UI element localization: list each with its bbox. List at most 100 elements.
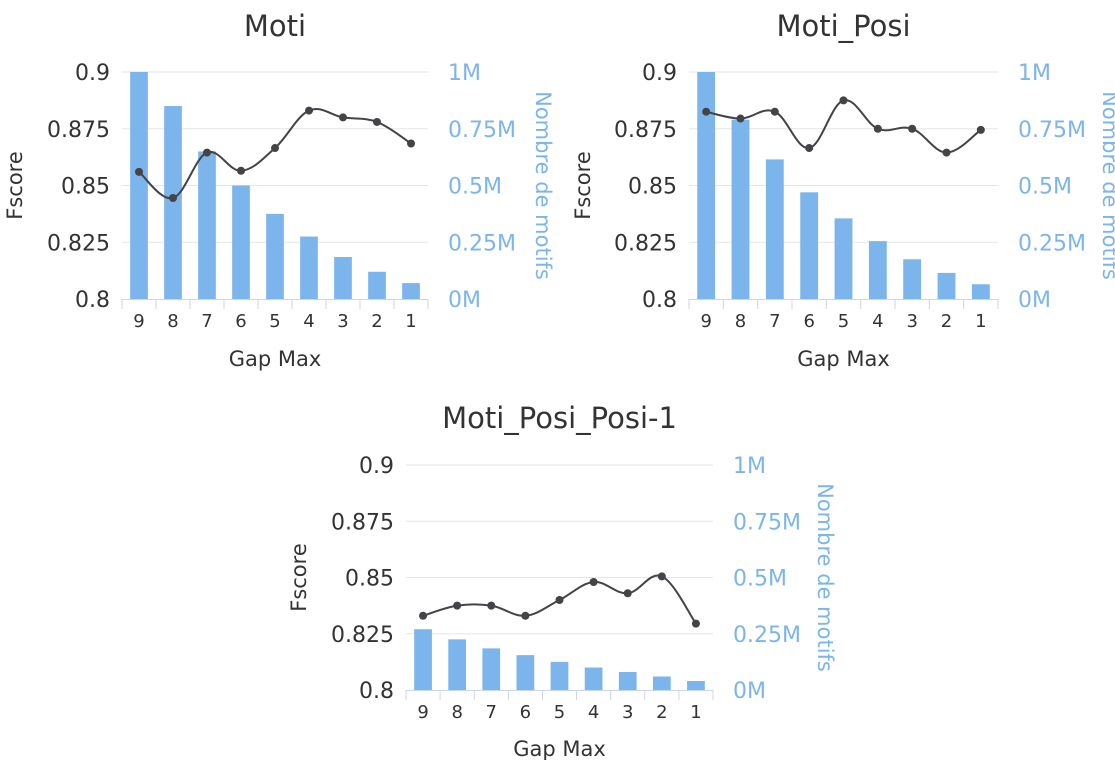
y-tick-label: 0.875 [47,118,110,143]
fscore-point [373,117,381,126]
bar [868,241,887,299]
bar [652,676,671,690]
x-tick-label: 4 [303,311,314,332]
fscore-point [976,125,985,134]
bar [697,72,716,299]
y2-tick-label: 0.5M [733,567,787,592]
fscore-point [339,113,347,122]
fscore-point [237,166,245,175]
fscore-point [453,601,462,610]
y-tick-label: 0.8 [642,288,677,313]
bar [550,661,569,690]
bar [232,185,250,299]
fscore-point [942,148,951,157]
bar [937,272,956,299]
y-tick-label: 0.9 [75,61,110,86]
y2-tick-label: 0.75M [733,510,801,535]
bar [731,119,750,299]
y2-tick-label: 1M [733,454,766,479]
bar [368,271,386,299]
y-tick-label: 0.85 [61,175,110,200]
y-tick-label: 0.825 [47,231,110,256]
x-axis-label: Gap Max [513,737,606,760]
fscore-point [407,139,415,148]
x-tick-label: 1 [405,311,416,332]
y2-tick-label: 0.75M [448,118,516,143]
chart-title: Moti [244,9,306,43]
bar [130,72,148,299]
x-tick-label: 9 [417,702,428,723]
x-tick-label: 5 [554,702,565,723]
bar [448,639,467,690]
chart-2: 0.8 0M 0.825 0.25M 0.85 0.5M 0.875 0.75M 0.9 1M 9 8… [571,9,1115,371]
y2-tick-label: 0M [733,679,766,704]
y2-tick-label: 1M [448,61,481,86]
bar [402,283,420,299]
y-tick-label: 0.85 [345,567,394,592]
bar [834,218,853,299]
y2-axis-label: Nombre de motifs [1098,91,1115,280]
bar [164,106,182,299]
fscore-point [135,167,143,176]
fscore-point [805,144,814,153]
x-tick-label: 7 [486,702,497,723]
fscore-point [691,619,700,628]
fscore-point [555,596,564,604]
x-tick-label: 8 [451,702,462,723]
fscore-point [169,193,177,202]
y-tick-label: 0.875 [331,510,394,535]
y-tick-label: 0.8 [75,288,110,313]
chart-1: 0.8 0M 0.825 0.25M 0.85 0.5M 0.875 0.75M 0.9 1M 9 8… [3,9,555,371]
bar [334,257,352,299]
bar [903,259,922,299]
x-tick-label: 5 [838,311,849,332]
bar [971,284,990,299]
y-tick-label: 0.9 [642,61,677,86]
y-tick-label: 0.8 [359,679,394,704]
y-tick-label: 0.875 [614,118,677,143]
bar [687,681,705,690]
y-tick-label: 0.85 [628,175,677,200]
fscore-point [203,148,211,157]
fscore-point [736,114,745,123]
y2-axis-label: Nombre de motifs [531,91,555,280]
y-axis-label: Fscore [571,151,595,220]
x-tick-label: 8 [167,311,178,332]
fscore-point [770,107,779,116]
chart-title: Moti_Posi_Posi-1 [442,401,677,435]
fscore-point [873,124,882,133]
y2-tick-label: 0.5M [1018,175,1072,200]
y-axis-label: Fscore [287,543,311,612]
y2-tick-label: 0.25M [1018,231,1086,256]
y2-tick-label: 0.75M [1018,118,1086,143]
bar [414,629,432,690]
y2-tick-label: 0.25M [448,231,516,256]
fscore-point [487,601,496,610]
y2-tick-label: 1M [1018,61,1051,86]
fscore-point [702,107,711,116]
x-tick-label: 3 [622,702,633,723]
x-axis-label: Gap Max [797,347,890,371]
x-tick-label: 3 [906,311,917,332]
chart-title: Moti_Posi [776,9,910,43]
chart-3: 0.8 0M 0.825 0.25M 0.85 0.5M 0.875 0.75M 0.9 1M 9 8… [287,401,837,760]
y-tick-label: 0.825 [331,623,394,648]
bar [618,672,637,690]
y2-tick-label: 0.5M [448,175,502,200]
x-tick-label: 6 [803,311,814,332]
bar [800,192,819,299]
bar [482,648,501,690]
x-tick-label: 2 [371,311,382,332]
y-tick-label: 0.825 [614,231,677,256]
x-tick-label: 4 [872,311,883,332]
y2-axis-label: Nombre de motifs [813,483,837,672]
fscore-point [623,589,632,598]
x-axis-label: Gap Max [229,347,322,371]
x-tick-label: 9 [700,311,711,332]
fscore-point [589,578,598,586]
bar [765,159,784,299]
y2-tick-label: 0M [1018,288,1051,313]
x-tick-label: 4 [588,702,599,723]
x-tick-label: 2 [656,702,667,723]
